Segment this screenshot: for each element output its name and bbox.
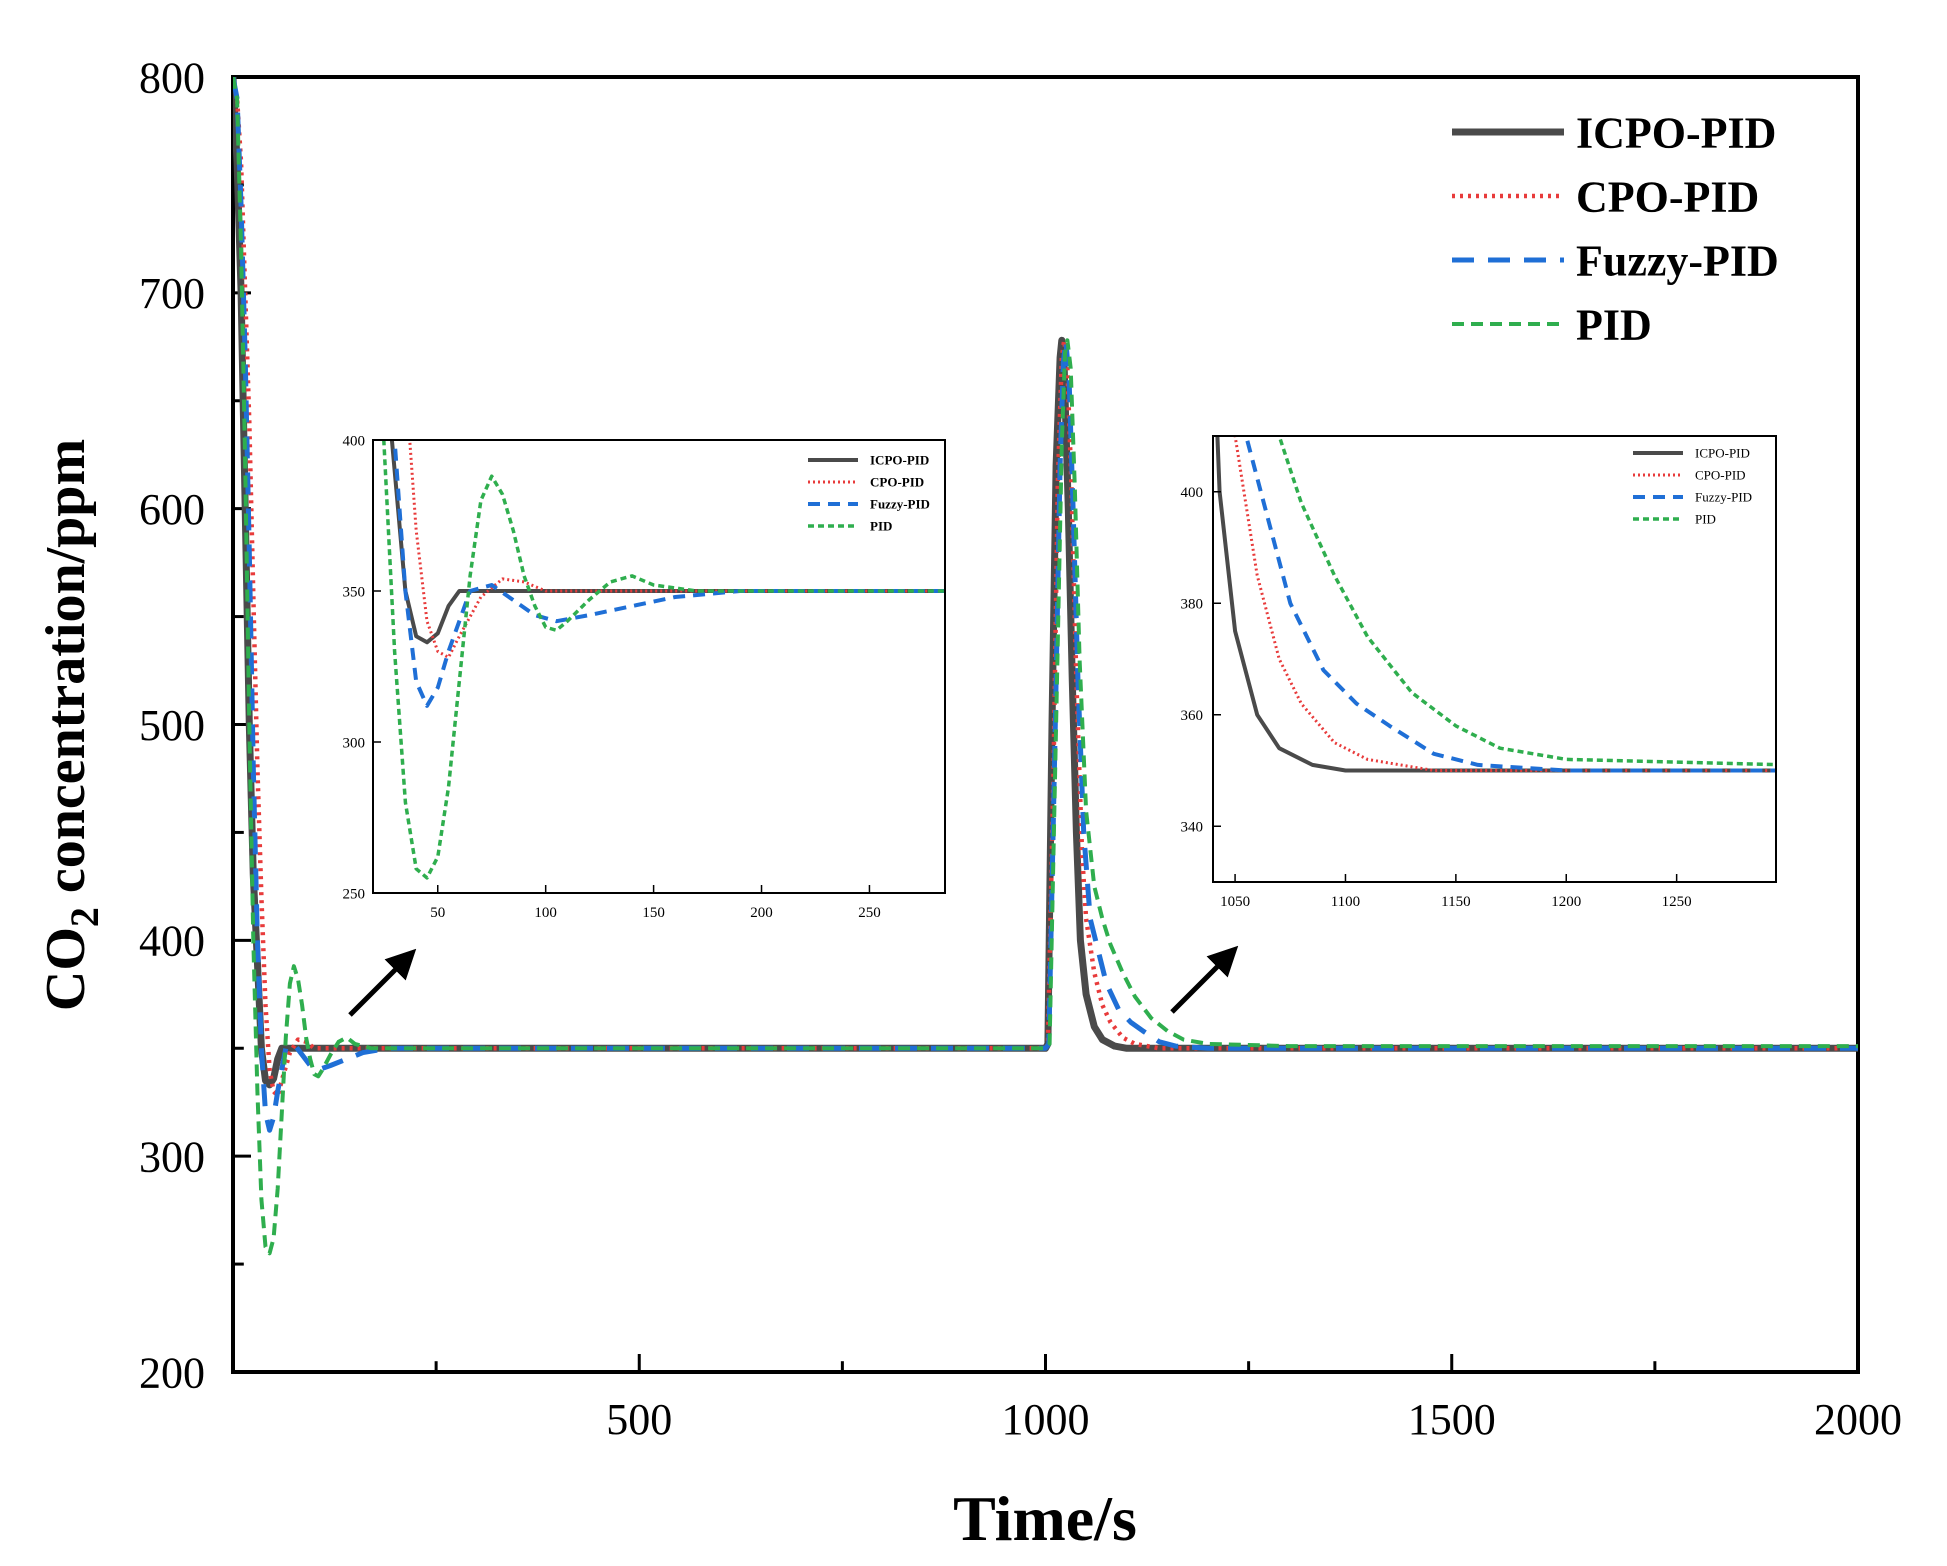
inset1-y-tick-label: 350 — [343, 584, 366, 600]
main-plot-lines — [233, 77, 1858, 1256]
inset2-axes: 1050 1100 1150 1200 1250 340 360 380 400 — [1181, 435, 1777, 910]
inset2-legend: ICPO-PID CPO-PID Fuzzy-PID PID — [1633, 446, 1752, 527]
inset2-x-tick-label: 1250 — [1662, 894, 1692, 910]
main-x-tick-label: 500 — [606, 1395, 672, 1444]
inset1-series-pid — [382, 440, 945, 880]
inset1-background — [373, 440, 945, 893]
inset2-x-tick-label: 1150 — [1441, 894, 1470, 910]
main-series-fuzzy-pid — [233, 77, 1858, 1133]
main-legend-label: ICPO-PID — [1576, 108, 1776, 157]
inset1-legend-label: PID — [870, 519, 892, 534]
inset2-legend-label: Fuzzy-PID — [1695, 490, 1752, 505]
main-series-cpo-pid — [233, 77, 1858, 1098]
inset2-background — [1213, 436, 1776, 882]
y-axis-title-subscript: 2 — [62, 907, 107, 927]
inset1-legend-label: ICPO-PID — [870, 453, 929, 468]
inset1-legend-label: Fuzzy-PID — [870, 497, 930, 512]
inset2-frame — [1212, 435, 1777, 883]
main-axes: 500 1000 1500 2000 200 300 400 500 600 700 800 — [139, 53, 1902, 1444]
y-axis-title-main: CO — [35, 927, 97, 1011]
main-series-pid — [233, 77, 1858, 1256]
main-y-tick-label: 500 — [139, 701, 205, 750]
inset2-legend-label: ICPO-PID — [1695, 446, 1750, 461]
inset2-plot-lines — [1215, 436, 1776, 773]
inset1-x-tick-label: 200 — [750, 905, 773, 921]
inset2-x-tick-label: 1200 — [1551, 894, 1581, 910]
inset1-x-tick-label: 50 — [430, 905, 445, 921]
inset1-y-tick-label: 400 — [343, 433, 366, 449]
inset2-y-tick-label: 380 — [1181, 597, 1204, 613]
inset1-x-tick-label: 150 — [642, 905, 665, 921]
y-axis-title-rest: concentration/ppm — [35, 439, 97, 907]
main-x-tick-label: 1000 — [1002, 1395, 1090, 1444]
inset2-x-tick-label: 1050 — [1220, 894, 1250, 910]
inset1-legend: ICPO-PID CPO-PID Fuzzy-PID PID — [808, 453, 930, 534]
x-axis-title: Time/s — [953, 1483, 1137, 1554]
main-y-tick-label: 400 — [139, 917, 205, 966]
main-legend-label: CPO-PID — [1576, 172, 1759, 221]
inset1-legend-label: CPO-PID — [870, 475, 924, 490]
inset2-legend-label: CPO-PID — [1695, 468, 1746, 483]
main-y-tick-label: 800 — [139, 53, 205, 102]
inset1-y-tick-label: 300 — [343, 735, 366, 751]
main-legend: ICPO-PID CPO-PID Fuzzy-PID PID — [1452, 108, 1779, 349]
y-axis-title: CO2 concentration/ppm — [35, 439, 107, 1011]
inset1-x-tick-label: 250 — [858, 905, 881, 921]
inset2-y-tick-label: 400 — [1181, 485, 1204, 501]
inset1-series-fuzzy-pid — [392, 440, 945, 708]
inset1-y-tick-label: 250 — [343, 886, 366, 902]
zoom-arrow-2 — [1170, 945, 1239, 1014]
main-y-tick-label: 700 — [139, 269, 205, 318]
inset1-x-tick-label: 100 — [534, 905, 557, 921]
main-y-tick-label: 600 — [139, 485, 205, 534]
main-y-tick-label: 300 — [139, 1133, 205, 1182]
inset1-plot-lines — [382, 440, 945, 880]
inset2-series-fuzzy-pid — [1244, 436, 1776, 773]
inset2-series-icpo-pid — [1215, 436, 1776, 773]
inset2-y-tick-label: 340 — [1181, 820, 1204, 836]
main-legend-label: Fuzzy-PID — [1576, 236, 1779, 285]
inset2-y-tick-label: 360 — [1181, 708, 1204, 724]
zoom-arrow-1 — [348, 948, 417, 1017]
inset1-axes: 50 100 150 200 250 250 300 350 400 — [343, 433, 946, 921]
main-x-tick-label: 1500 — [1408, 1395, 1496, 1444]
main-x-tick-label: 2000 — [1814, 1395, 1902, 1444]
main-legend-label: PID — [1576, 300, 1652, 349]
inset1-frame — [372, 439, 946, 894]
inset2-x-tick-label: 1100 — [1331, 894, 1360, 910]
main-y-tick-label: 200 — [139, 1348, 205, 1397]
inset2-legend-label: PID — [1695, 512, 1716, 527]
